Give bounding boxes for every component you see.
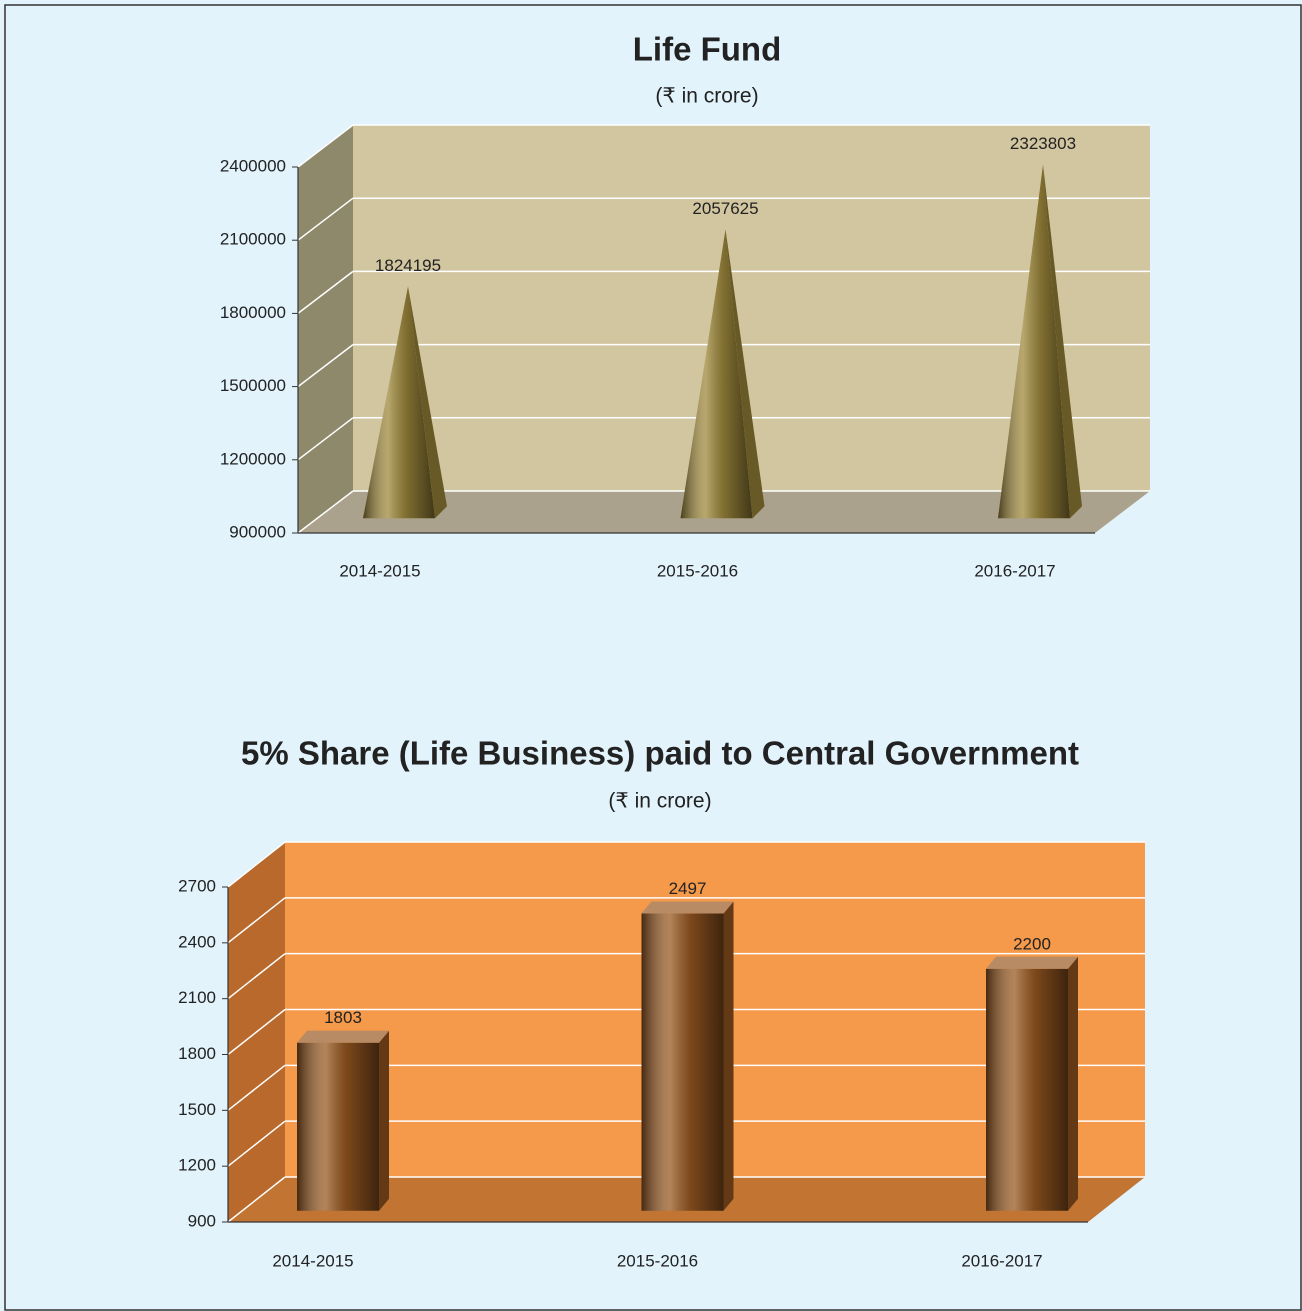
- pyramid-side-shade: [725, 229, 765, 519]
- side-grid-line: [297, 124, 354, 168]
- y-tick-label: 2400000: [220, 156, 286, 175]
- pyramid: [363, 286, 447, 519]
- bar-side-shade: [1068, 956, 1078, 1211]
- bar-front-shade: [986, 968, 1068, 1211]
- side-grid-line: [227, 897, 286, 944]
- bar-front-shade: [297, 1042, 379, 1211]
- bar-side-shade: [723, 901, 734, 1211]
- x-tick-label: 2016-2017: [961, 1251, 1042, 1270]
- value-label: 2323803: [1010, 134, 1076, 153]
- pyramid-front-shade: [363, 286, 435, 519]
- y-tick-label: 900000: [229, 522, 286, 541]
- y-tick-label: 1500000: [220, 376, 286, 395]
- bar: [641, 901, 734, 1211]
- y-tick-label: 2100000: [220, 230, 286, 249]
- side-grid-line: [227, 1064, 286, 1111]
- pyramid-side-shade: [408, 286, 447, 519]
- y-tick-label: 1800000: [220, 303, 286, 322]
- bar-top-shade: [641, 901, 734, 914]
- chart-subtitle: (₹ in crore): [655, 85, 758, 108]
- x-tick-label: 2014-2015: [339, 561, 420, 580]
- chart-title: Life Fund: [633, 31, 781, 68]
- side-grid-line: [227, 1120, 286, 1167]
- side-grid-line: [297, 417, 354, 461]
- bar-top-shade: [986, 956, 1078, 969]
- y-tick-label: 1500: [178, 1100, 216, 1119]
- bar-top: [986, 956, 1078, 969]
- pyramid-front-shade: [998, 164, 1070, 519]
- side-grid-line: [297, 270, 354, 314]
- chart-subtitle: (₹ in crore): [608, 790, 711, 813]
- value-label: 2057625: [692, 199, 758, 218]
- side-grid-line: [227, 1008, 286, 1056]
- side-grid-line: [297, 344, 354, 388]
- value-label: 2200: [1013, 934, 1051, 953]
- bar-side: [379, 1030, 389, 1211]
- bar-top-shade: [297, 1030, 389, 1043]
- bar-side: [723, 901, 734, 1211]
- side-grid-line: [227, 953, 286, 1000]
- chart-title: 5% Share (Life Business) paid to Central…: [241, 735, 1079, 772]
- side-grid-line: [297, 490, 354, 534]
- pyramid-side-shade: [1043, 164, 1082, 519]
- bar: [986, 956, 1078, 1211]
- bar-front-shade: [641, 913, 724, 1211]
- pyramid: [680, 229, 765, 519]
- x-tick-label: 2014-2015: [272, 1251, 353, 1270]
- pyramid-side: [725, 229, 765, 519]
- side-grid-line: [227, 841, 286, 888]
- pyramid: [998, 164, 1082, 519]
- y-tick-label: 900: [188, 1211, 216, 1230]
- y-tick-label: 2700: [178, 876, 216, 895]
- x-tick-label: 2015-2016: [617, 1251, 698, 1270]
- value-label: 1803: [324, 1008, 362, 1027]
- back-wall: [353, 125, 1150, 491]
- value-label: 1824195: [375, 256, 441, 275]
- side-grid-line: [227, 1176, 286, 1223]
- bar-side: [1068, 956, 1078, 1211]
- value-label: 2497: [669, 879, 707, 898]
- bar: [297, 1030, 389, 1211]
- bar-side-shade: [379, 1030, 389, 1211]
- y-tick-label: 1200: [178, 1156, 216, 1175]
- x-tick-label: 2016-2017: [974, 561, 1055, 580]
- side-grid-line: [297, 197, 354, 241]
- x-tick-label: 2015-2016: [657, 561, 738, 580]
- pyramid-side: [1043, 164, 1082, 519]
- y-tick-label: 1800: [178, 1044, 216, 1063]
- pyramid-front-shade: [680, 229, 753, 519]
- bar-top: [641, 901, 734, 914]
- side-wall: [298, 125, 353, 533]
- y-tick-label: 2400: [178, 932, 216, 951]
- pyramid-side: [408, 286, 447, 519]
- bar-top: [297, 1030, 389, 1043]
- y-tick-label: 2100: [178, 988, 216, 1007]
- y-tick-label: 1200000: [220, 449, 286, 468]
